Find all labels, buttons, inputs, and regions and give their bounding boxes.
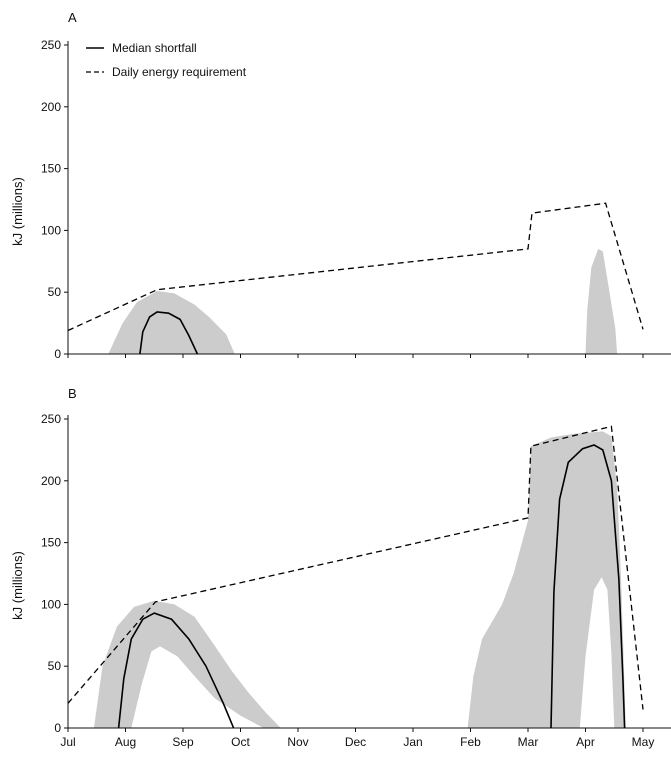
x-tick-label: Apr: [576, 735, 595, 749]
y-tick-label: 50: [48, 285, 62, 299]
energy-requirement-line: [67, 202, 644, 332]
x-tick-label: Nov: [287, 735, 308, 749]
median-shortfall-line: [139, 311, 199, 355]
shaded-band: [93, 600, 281, 728]
y-axis-title: kJ (millions): [10, 551, 25, 620]
x-tick-label: Aug: [115, 735, 136, 749]
shaded-band: [585, 248, 618, 354]
y-tick-label: 250: [41, 412, 61, 426]
x-tick-label: Oct: [231, 735, 250, 749]
x-tick-label: Jul: [60, 735, 75, 749]
energy-requirement-line: [67, 425, 644, 710]
y-axis-title: kJ (millions): [10, 177, 25, 246]
panel-label: B: [68, 386, 77, 401]
y-tick-label: 100: [41, 597, 61, 611]
y-tick-label: 250: [41, 38, 61, 52]
legend-entry: Daily energy requirement: [112, 65, 247, 79]
shaded-band: [108, 291, 235, 354]
y-tick-label: 150: [41, 536, 61, 550]
y-tick-label: 200: [41, 100, 61, 114]
x-tick-label: Dec: [345, 735, 366, 749]
legend-entry: Median shortfall: [112, 41, 197, 55]
legend: Median shortfall Daily energy requirement: [86, 41, 247, 79]
panel-label: A: [68, 10, 77, 25]
y-tick-label: 0: [54, 347, 61, 361]
x-tick-label: Sep: [172, 735, 194, 749]
panel-a: 0 50 100 150 200 250 kJ (millions) A Median shor…: [10, 10, 671, 361]
y-tick-label: 50: [48, 659, 62, 673]
y-tick-label: 0: [54, 721, 61, 735]
y-tick-label: 100: [41, 223, 61, 237]
median-shortfall-line: [550, 444, 626, 729]
y-tick-label: 200: [41, 474, 61, 488]
shaded-band: [467, 431, 626, 728]
x-tick-label: Jan: [403, 735, 422, 749]
x-tick-label: May: [632, 735, 655, 749]
panel-b: 0 50 100 150 200 250 Jul Aug Sep Oct Nov Dec Jan Feb M…: [10, 386, 671, 749]
x-tick-label: Feb: [460, 735, 481, 749]
median-shortfall-line: [117, 612, 235, 729]
x-tick-label: Mar: [518, 735, 539, 749]
y-tick-label: 150: [41, 162, 61, 176]
